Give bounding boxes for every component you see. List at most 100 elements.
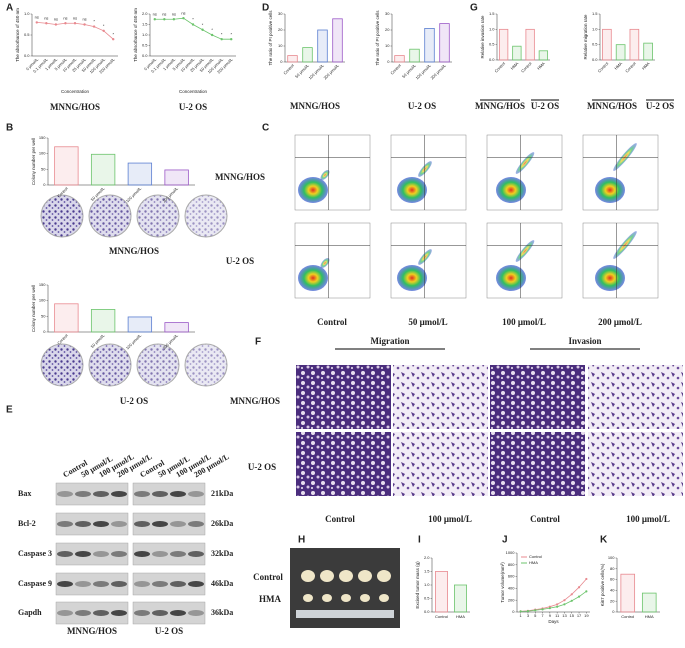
colony-dish bbox=[184, 343, 228, 387]
blot-band bbox=[134, 521, 150, 527]
flow-population bbox=[613, 231, 637, 259]
y-axis-label: Colony number per well bbox=[31, 138, 36, 185]
panel-letter: E bbox=[6, 405, 13, 416]
colony-dish bbox=[88, 194, 132, 238]
flow-population bbox=[320, 170, 330, 180]
annotation: ns bbox=[44, 15, 48, 20]
flow-population bbox=[496, 265, 526, 291]
y-tick-label: 1.0 bbox=[489, 26, 495, 31]
panel-letter: G bbox=[470, 3, 478, 14]
x-tick-label: Control bbox=[435, 614, 448, 619]
y-tick-label: 1.0 bbox=[24, 11, 30, 16]
transwell-image bbox=[393, 365, 488, 429]
point bbox=[220, 38, 223, 41]
y-tick-label: 0.5 bbox=[24, 32, 30, 37]
annotation: ns bbox=[82, 17, 86, 22]
y-tick-label: 0.5 bbox=[142, 43, 148, 48]
panel-letter: K bbox=[600, 535, 608, 546]
point bbox=[577, 586, 581, 589]
blot bbox=[55, 542, 129, 566]
header-label: Migration bbox=[371, 336, 410, 346]
y-tick-label: 10 bbox=[385, 43, 390, 48]
annotation: * bbox=[230, 31, 232, 36]
point bbox=[201, 28, 204, 31]
x-tick-label: 15 bbox=[570, 613, 575, 618]
bar bbox=[439, 23, 450, 63]
flow-population bbox=[397, 265, 427, 291]
y-tick-label: 100 bbox=[39, 298, 46, 303]
blot bbox=[55, 482, 129, 506]
tumor bbox=[320, 570, 334, 582]
transwell-image bbox=[490, 432, 585, 496]
transwell-image bbox=[393, 432, 488, 496]
y-tick-label: 1.0 bbox=[592, 26, 598, 31]
group-label: MNNG/HOS bbox=[587, 101, 637, 111]
blot-band bbox=[57, 610, 73, 616]
blot-band bbox=[134, 551, 150, 557]
column-label: Control bbox=[325, 514, 355, 524]
y-tick-label: 0 bbox=[43, 329, 46, 334]
x-tick-label: 3 bbox=[527, 613, 530, 618]
point bbox=[163, 18, 166, 21]
annotation: * bbox=[192, 17, 194, 22]
x-tick-label: Control bbox=[282, 63, 295, 76]
transwell-image bbox=[296, 432, 391, 496]
point bbox=[534, 609, 537, 612]
blot-band bbox=[170, 551, 186, 557]
annotation: * bbox=[103, 23, 105, 28]
x-tick-label: HMA bbox=[645, 614, 654, 619]
flow-population bbox=[397, 177, 427, 203]
blot-band bbox=[57, 551, 73, 557]
size-label: 32kDa bbox=[211, 549, 233, 558]
y-tick-label: 0.0 bbox=[24, 53, 30, 58]
point bbox=[519, 610, 522, 613]
panel-letter: A bbox=[6, 3, 13, 14]
y-tick-label: 0 bbox=[612, 609, 615, 614]
blot-band bbox=[57, 581, 73, 587]
header-label: Invasion bbox=[568, 336, 601, 346]
y-tick-label: 0.0 bbox=[592, 57, 598, 62]
tumor bbox=[379, 594, 389, 602]
row-label: U-2 OS bbox=[248, 462, 276, 472]
annotation: ns bbox=[181, 10, 185, 15]
annotation: ns bbox=[162, 11, 166, 16]
annotation: ns bbox=[54, 17, 58, 22]
annotation: ns bbox=[153, 11, 157, 16]
group-label: MNNG/HOS bbox=[109, 246, 159, 256]
y-tick-label: 0.0 bbox=[142, 53, 148, 58]
blot-band bbox=[134, 491, 150, 497]
bar bbox=[629, 28, 640, 61]
x-tick-label: 100 μmol/L bbox=[125, 185, 143, 203]
bar bbox=[332, 18, 343, 63]
annotation: ns bbox=[73, 15, 77, 20]
blot-band bbox=[152, 610, 168, 616]
y-tick-label: 1.5 bbox=[592, 11, 598, 16]
y-tick-label: 150 bbox=[39, 135, 46, 140]
transwell-image bbox=[588, 365, 683, 429]
y-tick-label: 0.0 bbox=[424, 609, 430, 614]
blot bbox=[132, 512, 206, 536]
colony-dish bbox=[40, 343, 84, 387]
size-label: 26kDa bbox=[211, 519, 233, 528]
group-label: MNNG/HOS bbox=[475, 101, 525, 111]
blot-band bbox=[111, 581, 127, 587]
point bbox=[153, 18, 156, 21]
bar bbox=[127, 316, 153, 333]
x-tick-label: Control bbox=[597, 61, 610, 74]
y-axis-label: The absorbance of 450 nm bbox=[15, 8, 20, 62]
y-tick-label: 50 bbox=[41, 313, 46, 318]
y-tick-label: 0.0 bbox=[489, 57, 495, 62]
point bbox=[577, 595, 581, 598]
annotation: * bbox=[221, 31, 223, 36]
annotation: ns bbox=[35, 14, 39, 19]
row-label: Bax bbox=[18, 489, 31, 498]
row-label: Control bbox=[253, 572, 283, 582]
group-label: U-2 OS bbox=[155, 626, 183, 636]
blot-band bbox=[188, 551, 204, 557]
point bbox=[83, 23, 86, 26]
y-tick-label: 20 bbox=[385, 27, 390, 32]
tumor bbox=[377, 570, 391, 582]
blot-band bbox=[170, 581, 186, 587]
blot-band bbox=[152, 491, 168, 497]
